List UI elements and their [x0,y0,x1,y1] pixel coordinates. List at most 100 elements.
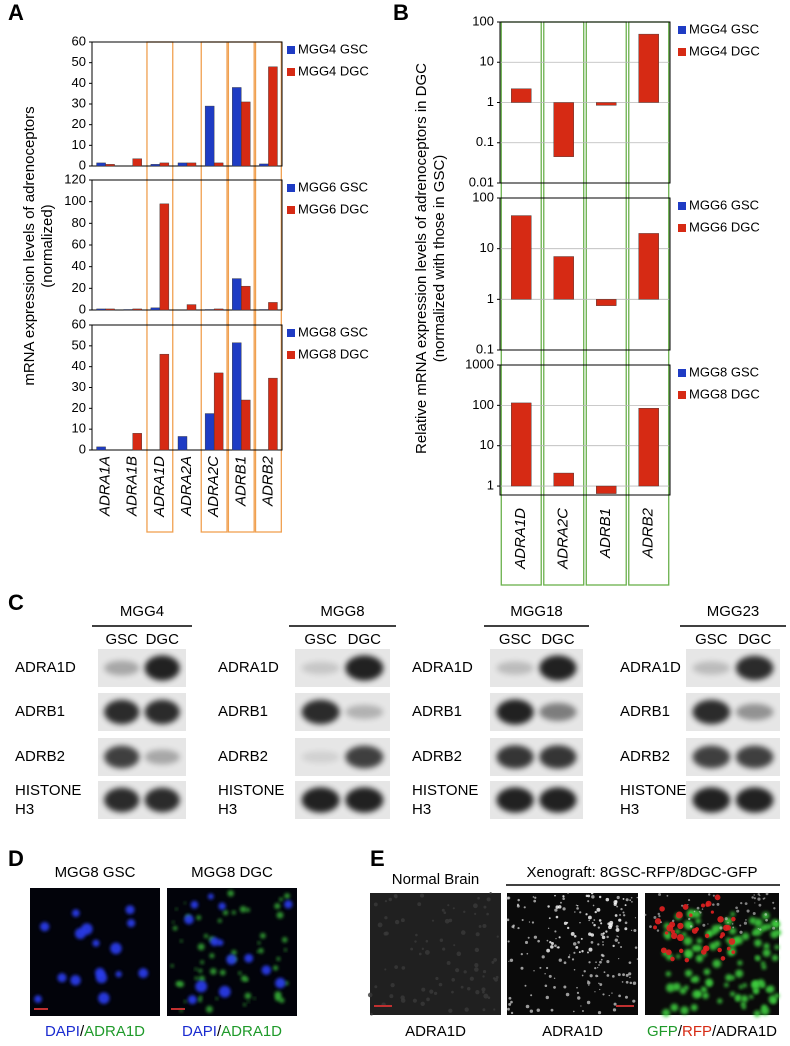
y-tick-label: 30 [72,95,86,110]
image-speckle [448,1008,453,1013]
image-speckle [615,928,620,932]
image-speckle [714,894,721,901]
image-speckle [617,936,619,938]
image-speckle [774,993,780,999]
image-speckle [688,899,691,902]
image-speckle [284,948,287,952]
image-caption: DAPI/ADRA1D [45,1023,145,1040]
image-speckle [231,910,236,915]
bar [268,66,278,167]
image-speckle [563,985,567,989]
image-caption: ADRA1D [542,1023,603,1040]
image-speckle [529,1009,534,1013]
image-speckle [755,955,760,960]
y-tick-label: 0 [79,157,86,172]
image-speckle [418,952,422,956]
scale-bar [171,1008,185,1010]
bar [150,164,161,167]
blot-band [144,699,180,725]
image-speckle [493,957,497,962]
row-label: H3 [412,801,431,818]
y-axis-label: (normalized with those in GSC) [431,155,448,363]
image-speckle [426,997,430,1002]
image-speckle [536,1008,540,1012]
image-speckle [463,910,466,914]
micrograph [30,888,160,1016]
image-speckle [632,981,637,985]
row-label: ADRB2 [620,748,670,765]
y-tick-label: 0.1 [476,134,494,149]
image-speckle [726,946,731,951]
image-speckle [682,903,689,910]
bar [159,162,170,167]
image-speckle [475,990,480,995]
image-speckle [205,1005,213,1013]
legend-swatch [287,329,295,337]
y-tick-label: 1 [487,477,494,492]
blot-band [496,745,534,769]
image-speckle [762,897,765,900]
image-speckle [245,907,251,913]
image-speckle [197,943,205,951]
image-speckle [580,937,583,940]
image-speckle [731,950,736,954]
image-speckle [478,924,482,928]
bar [596,102,617,106]
image-speckle [420,1001,425,1006]
image-speckle [657,912,661,916]
image-speckle [401,966,406,970]
image-speckle [734,994,742,1001]
image-speckle [622,911,625,914]
cell-line-label: MGG4 [120,603,164,620]
image-speckle [749,917,757,925]
y-tick-label: 20 [72,116,86,131]
image-speckle [649,925,652,928]
image-speckle [547,905,550,908]
image-speckle [218,985,231,998]
bar [213,308,224,311]
bar [268,302,278,311]
highlight-box [500,21,542,586]
image-speckle [612,944,615,948]
x-tick-label: ADRA2C [205,456,222,518]
image-speckle [634,946,638,949]
image-speckle [631,901,633,903]
legend-label: MGG4 GSC [689,21,759,36]
image-speckle [605,930,608,933]
image-speckle [579,911,582,914]
image-speckle [608,925,612,930]
image-speckle [618,958,620,960]
bar [553,256,574,300]
image-speckle [703,968,711,976]
image-speckle [421,987,426,992]
caption-part: ADRA1D [221,1023,282,1040]
image-speckle [555,905,559,909]
image-speckle [597,926,600,929]
image-speckle [197,997,203,1003]
image-speckle [602,932,605,935]
scale-bar [374,1005,392,1007]
row-label: ADRB1 [218,703,268,720]
bar [232,87,242,167]
legend-label: MGG6 DGC [689,219,760,234]
image-speckle [429,989,434,994]
image-speckle [676,934,684,942]
legend-swatch [287,351,295,359]
image-speckle [383,931,388,936]
bar [638,233,659,300]
image-speckle [683,985,689,991]
plot-frame [91,41,283,167]
y-axis-label: (normalized) [39,204,56,287]
x-tick-label: ADRA1A [97,456,114,517]
bar [96,446,106,451]
image-speckle [183,1000,187,1003]
image-speckle [177,981,185,988]
image-speckle [194,976,199,981]
image-speckle [557,905,562,909]
image-speckle [744,902,748,906]
image-speckle [598,919,602,922]
lane-label: DGC [146,631,180,648]
image-speckle [553,986,556,989]
image-speckle [453,944,456,947]
image-speckle [696,906,700,910]
